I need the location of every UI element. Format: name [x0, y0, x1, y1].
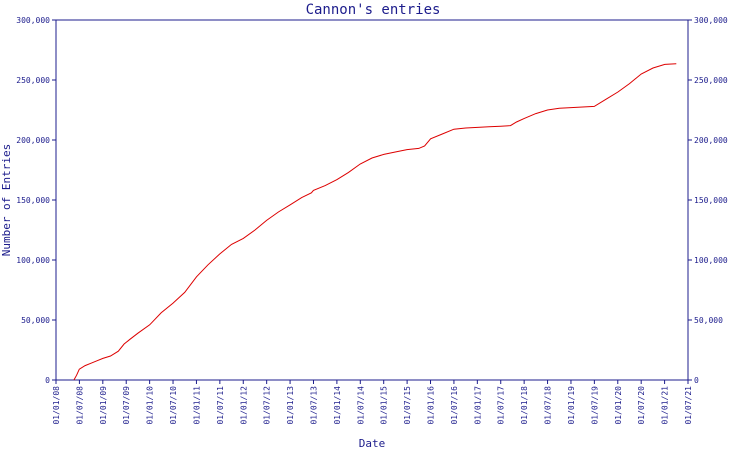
x-tick-label: 01/07/08 [75, 386, 84, 425]
x-tick-label: 01/07/15 [403, 386, 412, 425]
x-tick-label: 01/07/14 [356, 386, 365, 425]
x-tick-label: 01/07/11 [216, 386, 225, 425]
x-tick-label: 01/07/16 [450, 386, 459, 425]
x-tick-label: 01/01/20 [614, 386, 623, 425]
x-tick-label: 01/07/20 [637, 386, 646, 425]
x-tick-label: 01/07/17 [497, 386, 506, 425]
x-tick-label: 01/01/16 [427, 386, 436, 425]
x-tick-label: 01/01/15 [380, 386, 389, 425]
y-tick-label-left: 0 [45, 376, 50, 385]
x-tick-label: 01/07/18 [544, 386, 553, 425]
x-tick-label: 01/01/12 [239, 386, 248, 425]
y-tick-label-left: 200,000 [16, 136, 50, 145]
x-tick-label: 01/07/19 [590, 386, 599, 425]
x-tick-label: 01/01/18 [520, 386, 529, 425]
x-tick-label: 01/01/17 [473, 386, 482, 425]
x-tick-label: 01/01/21 [661, 386, 670, 425]
y-tick-label-left: 50,000 [21, 316, 50, 325]
plot-frame [55, 19, 689, 381]
x-tick-label: 01/07/12 [263, 386, 272, 425]
x-tick-label: 01/07/10 [169, 386, 178, 425]
y-tick-label-left: 100,000 [16, 256, 50, 265]
x-tick-label: 01/01/13 [286, 386, 295, 425]
x-tick-label: 01/01/14 [333, 386, 342, 425]
y-tick-label-left: 250,000 [16, 76, 50, 85]
x-tick-label: 01/07/09 [122, 386, 131, 425]
x-axis-label: Date [359, 437, 386, 450]
tick-group: 0 0 50,000 50,000 100,000 100,000 150,000 150,0… [16, 16, 728, 425]
y-tick-label-right: 50,000 [694, 316, 723, 325]
x-tick-label: 01/07/13 [309, 386, 318, 425]
y-tick-label-left: 150,000 [16, 196, 50, 205]
y-axis-label: Number of Entries [0, 144, 13, 257]
y-tick-label-right: 0 [694, 376, 699, 385]
series-line [73, 63, 677, 381]
x-tick-label: 01/01/11 [192, 386, 201, 425]
x-tick-label: 01/07/21 [684, 386, 693, 425]
y-tick-label-left: 300,000 [16, 16, 50, 25]
x-tick-label: 01/01/09 [99, 386, 108, 425]
y-tick-label-right: 250,000 [694, 76, 728, 85]
y-tick-label-right: 300,000 [694, 16, 728, 25]
x-tick-label: 01/01/10 [146, 386, 155, 425]
y-tick-label-right: 100,000 [694, 256, 728, 265]
y-tick-label-right: 200,000 [694, 136, 728, 145]
y-tick-label-right: 150,000 [694, 196, 728, 205]
x-tick-label: 01/01/19 [567, 386, 576, 425]
x-tick-label: 01/01/08 [52, 386, 61, 425]
chart-title: Cannon's entries [306, 2, 441, 18]
